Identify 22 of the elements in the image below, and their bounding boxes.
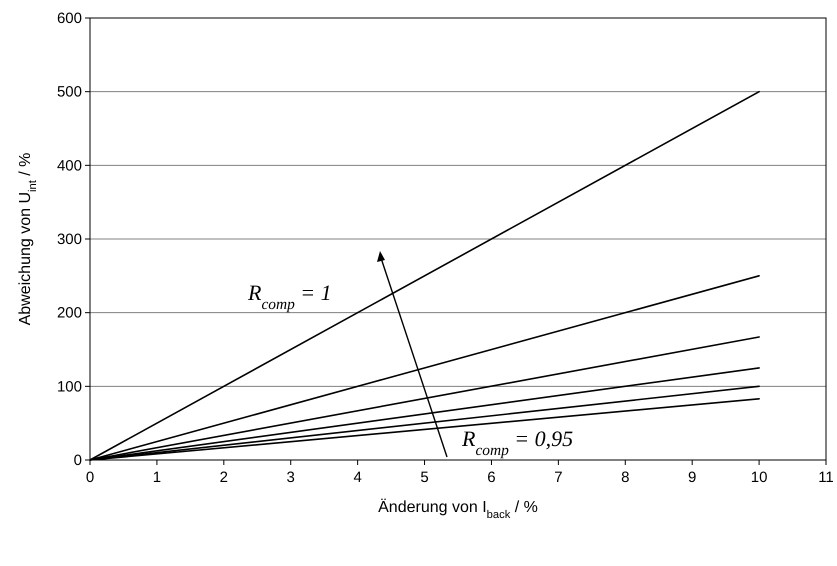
y-tick-label: 100 — [56, 378, 82, 396]
x-tick-label: 6 — [487, 469, 496, 486]
x-tick-label: 2 — [220, 469, 228, 486]
y-tick-label: 0 — [74, 452, 82, 469]
x-tick-label: 8 — [621, 469, 630, 486]
y-tick-label: 300 — [56, 231, 82, 248]
annotation: R$_{comp}$ = 1 — [247, 280, 332, 312]
y-tick-label: 600 — [56, 10, 82, 27]
x-tick-label: 9 — [688, 469, 696, 486]
x-tick-label: 5 — [420, 469, 429, 486]
x-tick-label: 4 — [353, 469, 362, 486]
x-tick-label: 10 — [750, 469, 768, 486]
x-tick-label: 0 — [86, 469, 94, 486]
x-tick-label: 7 — [554, 469, 563, 486]
annotation: R$_{comp}$ = 0,95 — [461, 426, 574, 458]
y-tick-label: 200 — [56, 304, 82, 322]
x-tick-label: 1 — [152, 469, 162, 486]
x-axis-title: Änderung von I$_{back}$ / % — [378, 498, 538, 521]
x-tick-label: 3 — [286, 469, 295, 486]
x-tick-label: 11 — [818, 469, 834, 486]
y-tick-label: 400 — [56, 157, 82, 174]
y-tick-label: 500 — [56, 84, 82, 101]
